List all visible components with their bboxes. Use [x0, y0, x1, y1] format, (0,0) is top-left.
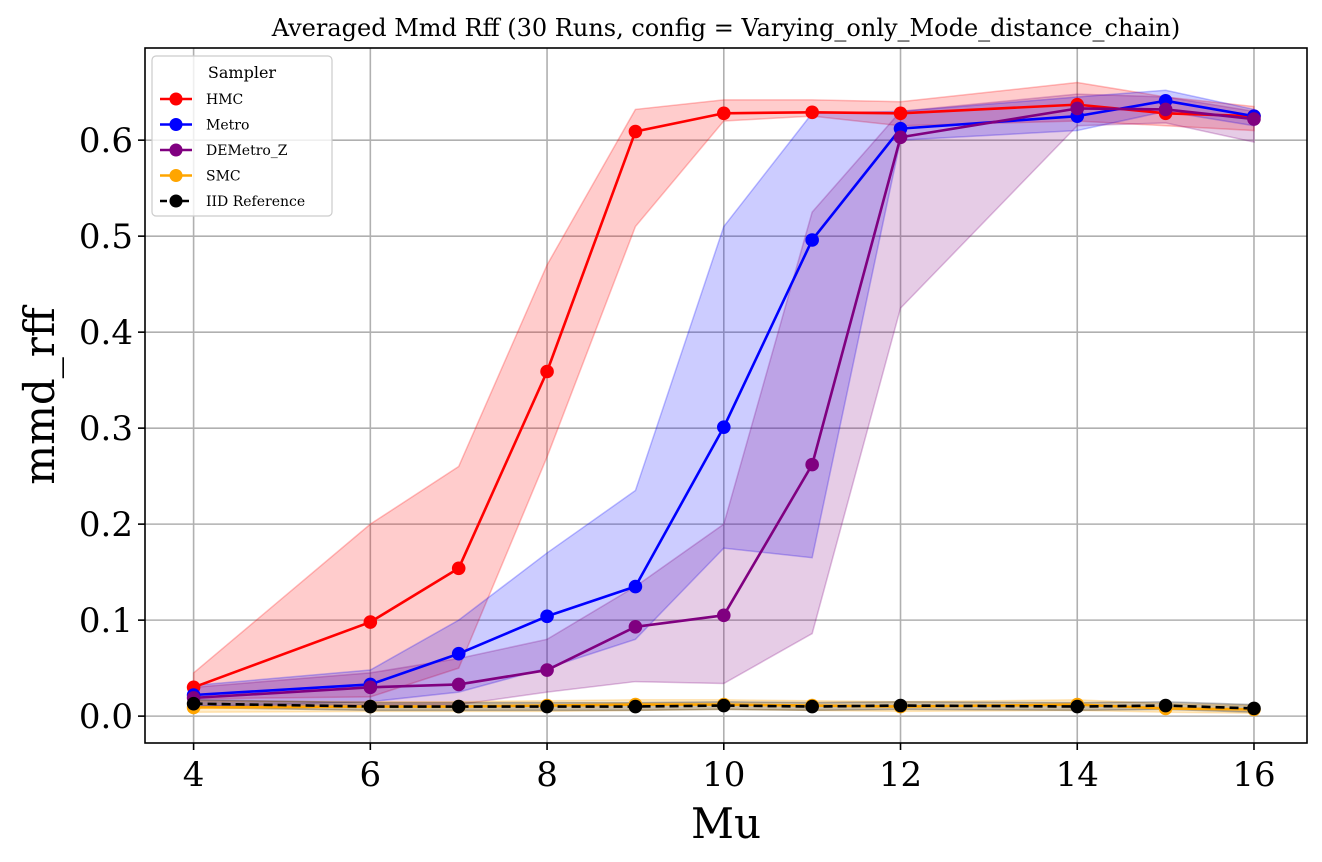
x-tick-label: 16 [1232, 755, 1275, 795]
y-tick-label: 0.1 [79, 601, 133, 641]
hmc-point [363, 615, 378, 629]
iid-reference-point [1158, 698, 1173, 713]
iid-reference-point [805, 699, 819, 714]
metro-point [451, 646, 466, 661]
y-axis-label: mmd_rff [15, 304, 64, 485]
demetro-z-point [1070, 101, 1085, 116]
demetro-z-point [716, 608, 731, 623]
x-tick-label: 10 [702, 755, 745, 795]
demetro-z-point [893, 130, 908, 145]
series-markers [186, 93, 1261, 717]
metro-point [716, 420, 731, 434]
y-tick-label: 0.5 [79, 217, 133, 257]
demetro-z-point [1158, 102, 1173, 117]
metro-point [540, 609, 554, 624]
y-tick-label: 0.0 [79, 697, 133, 737]
demetro-z-band [192, 93, 1255, 708]
plot-frame [144, 47, 1308, 744]
x-tick-label: 14 [1056, 755, 1099, 795]
y-tick-label: 0.2 [79, 505, 133, 545]
iid-reference-point [186, 696, 201, 711]
legend-hmc-marker [169, 92, 183, 106]
iid-reference-point [628, 699, 643, 714]
hmc-band [192, 81, 1255, 700]
hmc-point [540, 364, 554, 379]
y-axis-ticks: 0.0 0.1 0.2 0.3 0.4 0.5 0.6 [79, 121, 145, 737]
legend-iid-reference-label: IID Reference [206, 194, 305, 210]
legend-iid-reference-marker [169, 194, 183, 208]
y-tick-label: 0.4 [79, 313, 133, 353]
legend-metro-marker [169, 118, 183, 131]
hmc-point [451, 561, 466, 576]
x-axis-label: Mu [691, 799, 761, 848]
iid-reference-point [1070, 699, 1085, 714]
legend-box [151, 55, 333, 217]
x-tick-label: 12 [879, 755, 922, 795]
hmc-point [628, 124, 643, 139]
iid-reference-point [1247, 701, 1261, 716]
iid-reference-point [716, 698, 731, 713]
iid-reference-point [540, 699, 554, 714]
hmc-point [805, 105, 819, 120]
legend-metro-label: Metro [206, 118, 249, 134]
legend-hmc-label: HMC [206, 92, 243, 108]
hmc-point [893, 106, 908, 121]
x-axis-ticks: 4 6 8 10 12 14 16 [183, 743, 1276, 795]
legend-demetro-z-marker [169, 143, 183, 157]
iid-reference-point [363, 699, 378, 714]
legend-items: HMC Metro DEMetro_Z SMC IID Reference [160, 92, 305, 210]
hmc-point [716, 106, 731, 121]
legend-smc-marker [169, 169, 183, 182]
demetro-z-point [540, 663, 554, 677]
legend-title: Sampler [208, 63, 277, 82]
demetro-z-point [1247, 112, 1261, 126]
demetro-z-point [451, 677, 466, 692]
legend: Sampler HMC Metro DEMetro_Z SMC IID Referenc… [151, 55, 333, 217]
y-tick-label: 0.6 [79, 121, 133, 161]
iid-reference-line [193, 702, 1255, 710]
metro-point [805, 233, 819, 247]
demetro-z-point [805, 457, 819, 472]
chart-title: Averaged Mmd Rff (30 Runs, config = Vary… [271, 14, 1181, 42]
x-tick-label: 8 [536, 755, 558, 795]
demetro-z-point [628, 620, 643, 634]
legend-demetro-z-label: DEMetro_Z [206, 143, 288, 159]
x-tick-label: 6 [360, 755, 382, 795]
iid-reference-point [451, 699, 466, 714]
x-tick-label: 4 [183, 755, 205, 795]
legend-smc-label: SMC [206, 169, 241, 185]
iid-reference-point [893, 698, 908, 713]
demetro-z-point [363, 680, 378, 695]
metro-point [628, 579, 643, 594]
y-tick-label: 0.3 [79, 409, 133, 449]
